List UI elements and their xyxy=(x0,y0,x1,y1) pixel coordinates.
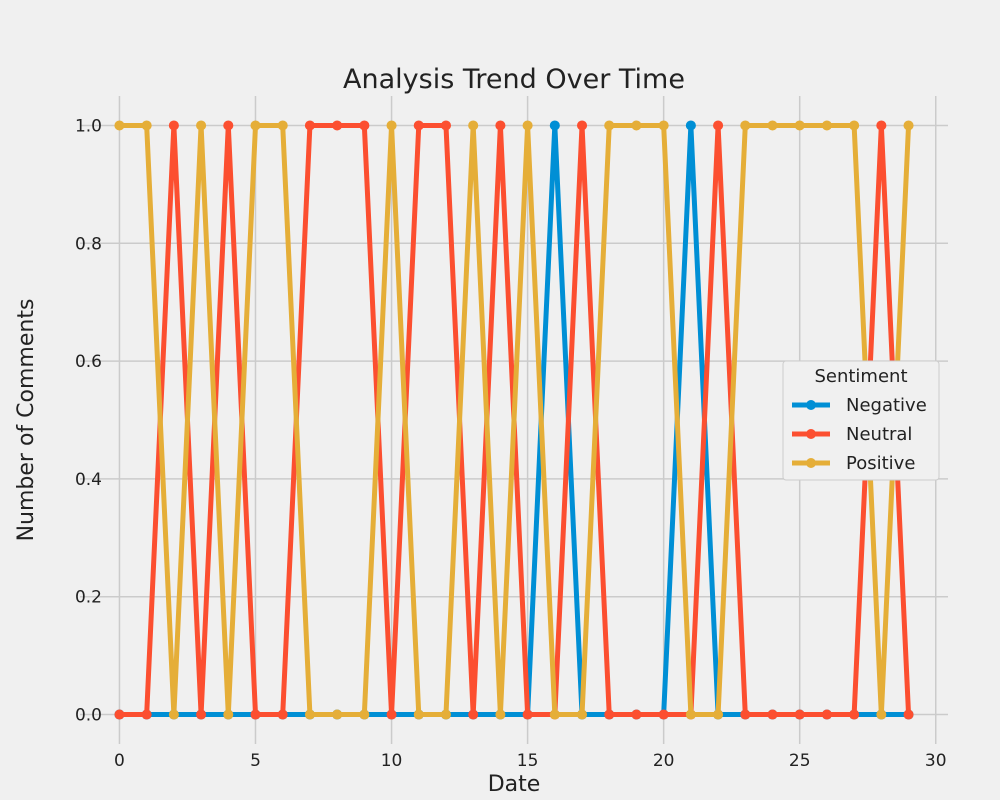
legend-swatch-marker xyxy=(806,429,816,439)
data-point xyxy=(903,120,914,131)
data-point xyxy=(821,709,832,720)
series-positive xyxy=(114,120,914,720)
data-point xyxy=(794,709,805,720)
data-point xyxy=(196,120,207,131)
data-point xyxy=(468,120,479,131)
data-point xyxy=(386,709,397,720)
legend-title: Sentiment xyxy=(814,366,907,387)
data-point xyxy=(223,120,234,131)
data-point xyxy=(849,120,860,131)
x-tick-label: 20 xyxy=(653,751,675,771)
legend-label: Negative xyxy=(846,395,927,416)
data-point xyxy=(713,709,724,720)
tick-labels: 0 5 10 15 20 25 30 0.0 0.2 0.4 0.6 0.8 1.0 xyxy=(75,116,947,771)
data-point xyxy=(903,709,914,720)
data-point xyxy=(250,120,261,131)
data-point xyxy=(332,120,343,131)
y-tick-label: 0.4 xyxy=(75,470,102,490)
data-point xyxy=(413,120,424,131)
x-tick-label: 10 xyxy=(381,751,403,771)
legend-item-neutral: Neutral xyxy=(792,424,912,445)
data-point xyxy=(359,120,370,131)
data-point xyxy=(685,120,696,131)
legend-label: Positive xyxy=(846,453,915,474)
data-point xyxy=(849,709,860,720)
data-point xyxy=(277,709,288,720)
data-point xyxy=(549,120,560,131)
series-layer xyxy=(114,120,914,720)
chart-title: Analysis Trend Over Time xyxy=(343,64,685,95)
data-point xyxy=(196,709,207,720)
y-tick-label: 0.8 xyxy=(75,234,102,254)
data-point xyxy=(740,120,751,131)
data-point xyxy=(304,709,315,720)
y-tick-label: 1.0 xyxy=(75,116,102,136)
y-tick-label: 0.0 xyxy=(75,706,102,726)
data-point xyxy=(277,120,288,131)
legend-label: Neutral xyxy=(846,424,912,445)
data-point xyxy=(685,709,696,720)
data-point xyxy=(114,709,125,720)
x-tick-label: 25 xyxy=(789,751,811,771)
data-point xyxy=(713,120,724,131)
data-point xyxy=(359,709,370,720)
legend-item-positive: Positive xyxy=(792,453,915,474)
data-point xyxy=(386,120,397,131)
data-point xyxy=(767,120,778,131)
data-point xyxy=(332,709,343,720)
legend: Sentiment Negative Neutral Positive xyxy=(782,360,940,481)
data-point xyxy=(141,120,152,131)
data-point xyxy=(495,120,506,131)
legend-swatch-marker xyxy=(806,400,816,410)
data-point xyxy=(604,120,615,131)
data-point xyxy=(168,709,179,720)
data-point xyxy=(740,709,751,720)
data-point xyxy=(495,709,506,720)
data-point xyxy=(304,120,315,131)
data-point xyxy=(223,709,234,720)
data-point xyxy=(658,120,669,131)
data-point xyxy=(577,709,588,720)
data-point xyxy=(413,709,424,720)
data-point xyxy=(767,709,778,720)
x-tick-label: 30 xyxy=(925,751,947,771)
data-point xyxy=(631,120,642,131)
data-point xyxy=(250,709,261,720)
legend-swatch-marker xyxy=(806,458,816,468)
x-tick-label: 0 xyxy=(114,751,125,771)
y-tick-label: 0.2 xyxy=(75,588,102,608)
data-point xyxy=(114,120,125,131)
data-point xyxy=(522,120,533,131)
y-axis-label: Number of Comments xyxy=(14,299,39,542)
data-point xyxy=(522,709,533,720)
data-point xyxy=(631,709,642,720)
data-point xyxy=(141,709,152,720)
legend-box xyxy=(782,360,940,481)
x-axis-label: Date xyxy=(488,772,541,797)
data-point xyxy=(577,120,588,131)
y-tick-label: 0.6 xyxy=(75,352,102,372)
data-point xyxy=(821,120,832,131)
data-point xyxy=(440,120,451,131)
legend-item-negative: Negative xyxy=(792,395,927,416)
data-point xyxy=(876,709,887,720)
data-point xyxy=(440,709,451,720)
data-point xyxy=(168,120,179,131)
x-tick-label: 5 xyxy=(250,751,261,771)
data-point xyxy=(794,120,805,131)
x-tick-label: 15 xyxy=(517,751,539,771)
data-point xyxy=(468,709,479,720)
data-point xyxy=(549,709,560,720)
data-point xyxy=(876,120,887,131)
data-point xyxy=(658,709,669,720)
data-point xyxy=(604,709,615,720)
legend-items: Negative Neutral Positive xyxy=(792,395,927,474)
